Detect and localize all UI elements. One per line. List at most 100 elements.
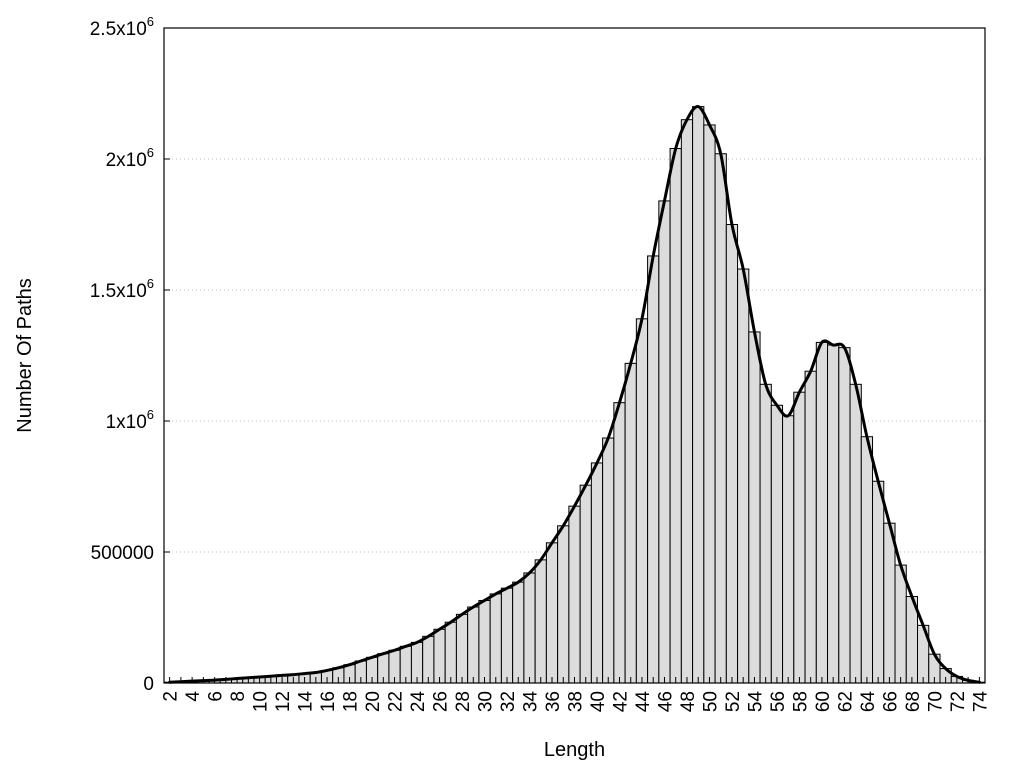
x-tick-label: 32 — [498, 691, 519, 712]
bar — [410, 641, 424, 684]
bar — [838, 347, 851, 684]
bar — [827, 344, 840, 684]
x-tick-label: 26 — [431, 691, 452, 712]
trend-curve — [168, 105, 981, 684]
bar — [759, 383, 772, 684]
y-tick-label: 2x106 — [106, 145, 154, 171]
bar — [658, 200, 671, 684]
bar — [635, 318, 649, 684]
y-tick-mantissa: 0 — [143, 674, 154, 695]
x-tick-label: 38 — [566, 691, 587, 712]
x-tick-label: 28 — [453, 691, 474, 712]
bar — [872, 480, 885, 684]
x-tick-label: 42 — [610, 691, 631, 712]
x-tick-label: 60 — [813, 691, 834, 712]
bar — [737, 268, 750, 684]
x-tick-label: 46 — [655, 691, 676, 712]
x-tick-label: 70 — [925, 691, 946, 712]
bar — [793, 391, 806, 684]
x-tick-label: 68 — [903, 691, 924, 712]
bar — [849, 383, 862, 684]
x-tick-label: 8 — [228, 691, 249, 702]
x-tick-label: 6 — [206, 691, 227, 702]
x-tick-label: 66 — [880, 691, 901, 712]
bars — [163, 106, 986, 684]
y-tick-exponent: 6 — [147, 145, 154, 160]
bar — [489, 593, 502, 684]
x-tick-label: 10 — [251, 691, 272, 712]
x-tick-label: 40 — [588, 691, 609, 712]
y-tick-label: 1x106 — [106, 407, 154, 433]
bar — [782, 415, 795, 684]
bar — [748, 331, 761, 684]
bar — [545, 542, 559, 684]
bar — [557, 525, 570, 684]
bar — [647, 255, 660, 684]
bar — [770, 404, 784, 684]
x-tick-label: 52 — [723, 691, 744, 712]
x-tick-label: 44 — [633, 691, 654, 713]
y-tick-label: 2.5x106 — [90, 14, 154, 40]
bar — [512, 581, 525, 684]
x-axis-ticks: 2 4 6 8 10 12 14 16 18 20 22 24 26 28 30 32 34 36 38 40 42 44… — [161, 677, 991, 713]
bar — [478, 599, 491, 684]
y-tick-label: 500000 — [91, 543, 154, 564]
y-tick-exponent: 6 — [147, 276, 154, 291]
x-tick-label: 2 — [161, 691, 182, 702]
x-tick-label: 50 — [700, 691, 721, 712]
x-tick-label: 20 — [363, 691, 384, 712]
bar — [692, 106, 705, 684]
bar — [602, 437, 615, 684]
x-tick-label: 18 — [341, 691, 362, 712]
bar — [894, 564, 907, 684]
bar — [804, 370, 817, 684]
x-tick-label: 48 — [678, 691, 699, 712]
y-tick-mantissa: 500000 — [91, 543, 154, 564]
bar — [883, 522, 896, 684]
y-tick-mantissa: 1x10 — [106, 412, 147, 433]
bar — [613, 402, 626, 684]
bar — [669, 148, 682, 684]
x-tick-label: 16 — [318, 691, 339, 712]
bar — [534, 559, 547, 684]
bar — [703, 124, 716, 684]
bar — [579, 484, 592, 684]
x-tick-label: 4 — [183, 691, 204, 702]
bar — [455, 613, 469, 684]
x-tick-label: 12 — [273, 691, 294, 712]
x-tick-label: 54 — [745, 691, 766, 713]
y-axis-title: Number Of Paths — [14, 278, 36, 433]
bar — [590, 462, 604, 684]
bar — [568, 505, 581, 684]
bar — [422, 635, 435, 684]
x-tick-label: 72 — [948, 691, 969, 712]
x-tick-label: 36 — [543, 691, 564, 712]
y-tick-label: 0 — [143, 674, 154, 695]
x-tick-label: 56 — [768, 691, 789, 712]
x-tick-label: 22 — [386, 691, 407, 712]
y-tick-exponent: 6 — [147, 407, 154, 422]
bar — [500, 587, 514, 684]
x-tick-label: 14 — [296, 691, 317, 713]
x-tick-label: 24 — [408, 691, 429, 713]
y-tick-exponent: 6 — [147, 14, 154, 29]
x-tick-label: 58 — [790, 691, 811, 712]
bar — [815, 341, 829, 684]
bar — [714, 153, 727, 684]
bar — [444, 621, 457, 684]
x-tick-label: 64 — [858, 691, 879, 713]
x-tick-label: 74 — [970, 691, 991, 713]
y-tick-label: 1.5x106 — [90, 276, 154, 302]
x-axis-title: Length — [544, 739, 605, 761]
bar — [725, 224, 739, 684]
bar — [860, 436, 874, 684]
y-tick-mantissa: 1.5x10 — [90, 281, 147, 302]
x-tick-label: 62 — [835, 691, 856, 712]
bar — [624, 362, 637, 684]
y-tick-mantissa: 2x10 — [106, 150, 147, 171]
y-tick-mantissa: 2.5x10 — [90, 19, 147, 40]
bar — [433, 628, 446, 684]
bar — [680, 119, 694, 684]
